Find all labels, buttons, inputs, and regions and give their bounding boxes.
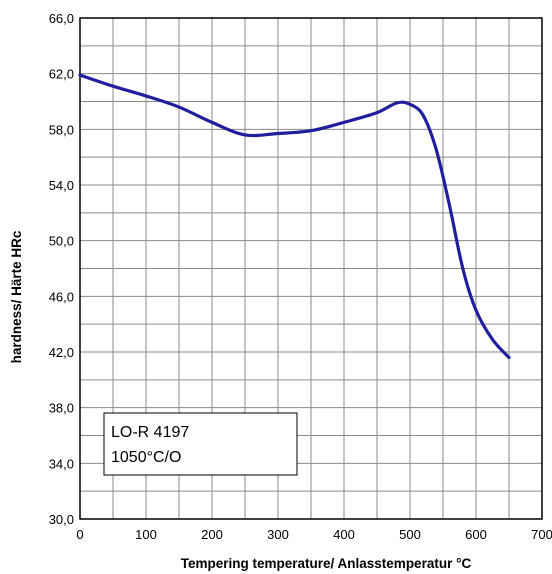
x-tick-label: 0 [76, 527, 83, 542]
y-tick-label: 62,0 [49, 67, 74, 82]
y-tick-label: 50,0 [49, 234, 74, 249]
legend-line-2: 1050°C/O [111, 449, 181, 466]
y-tick-labels: 30,0 34,0 38,0 42,0 46,0 50,0 54,0 58,0 62,0 66,0 [49, 11, 74, 527]
x-axis-title: Tempering temperature/ Anlasstemperatur … [181, 556, 472, 571]
legend-line-1: LO-R 4197 [111, 424, 189, 441]
y-axis-title: hardness/ Härte HRc [9, 230, 24, 363]
y-tick-label: 34,0 [49, 456, 74, 471]
y-tick-label: 54,0 [49, 178, 74, 193]
y-tick-label: 42,0 [49, 345, 74, 360]
x-tick-labels: 0 100 200 300 400 500 600 700 [76, 527, 552, 542]
y-tick-label: 30,0 [49, 512, 74, 527]
grid [80, 18, 542, 519]
x-tick-label: 300 [267, 527, 289, 542]
x-tick-label: 700 [531, 527, 552, 542]
plot-frame [79, 17, 543, 520]
y-tick-label: 38,0 [49, 401, 74, 416]
x-tick-label: 500 [399, 527, 421, 542]
legend-box: LO-R 4197 1050°C/O [103, 412, 298, 476]
x-tick-label: 400 [333, 527, 355, 542]
series-group [78, 73, 511, 360]
y-tick-label: 58,0 [49, 122, 74, 137]
x-tick-label: 600 [465, 527, 487, 542]
hardness-curve [78, 73, 511, 360]
x-tick-label: 100 [135, 527, 157, 542]
x-tick-label: 200 [201, 527, 223, 542]
y-tick-label: 46,0 [49, 289, 74, 304]
y-tick-label: 66,0 [49, 11, 74, 26]
